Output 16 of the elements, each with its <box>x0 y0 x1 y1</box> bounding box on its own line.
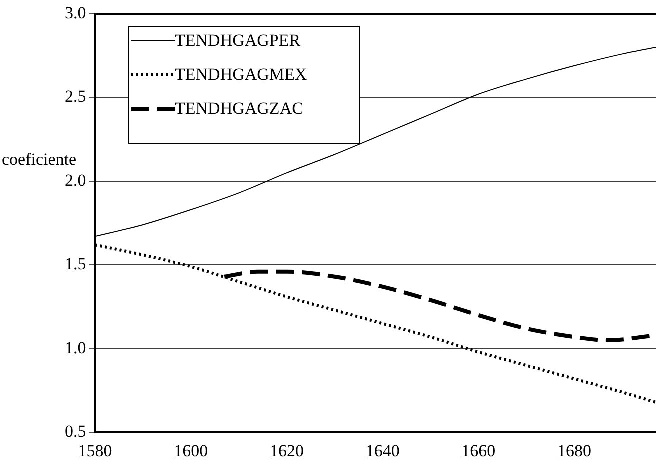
x-tick-label: 1620 <box>270 441 304 460</box>
y-tick-label: 3.0 <box>65 3 86 22</box>
legend-label: TENDHGAGMEX <box>175 65 308 85</box>
y-axis-title: coeficiente <box>2 150 77 170</box>
x-tick-label: 1600 <box>174 441 208 460</box>
y-tick-label: 2.5 <box>65 87 86 106</box>
x-tick-label: 1640 <box>366 441 400 460</box>
legend-label: TENDHGAGZAC <box>175 99 304 119</box>
y-tick-label: 1.0 <box>65 338 86 358</box>
x-tick-label: 1580 <box>78 441 112 460</box>
legend-label: TENDHGAGPER <box>175 31 301 51</box>
y-tick-label: 1.5 <box>65 254 86 274</box>
x-tick-label: 1680 <box>558 441 592 460</box>
y-tick-label: 2.0 <box>65 170 86 190</box>
x-tick-label: 1660 <box>462 441 496 460</box>
y-tick-label: 0.5 <box>65 422 86 442</box>
